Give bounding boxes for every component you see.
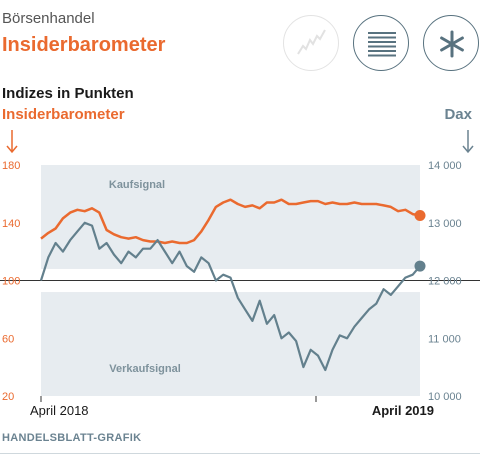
- list-icon: [368, 32, 396, 57]
- sell-zone: [41, 292, 420, 396]
- dual-axis-line-chart: Kaufsignal Verkaufsignal 20 60 100 140 180 10 0…: [0, 130, 480, 418]
- right-tick-label: 13 000: [428, 218, 462, 230]
- left-tick-label: 140: [2, 218, 20, 230]
- section-kicker: Börsenhandel: [2, 10, 95, 27]
- sell-zone-label: Verkaufsignal: [109, 363, 181, 375]
- source-credit: HANDELSBLATT-GRAFIK: [2, 432, 142, 444]
- right-tick-label: 10 000: [428, 391, 462, 403]
- insiderbarometer-line: [40, 198, 421, 245]
- right-tick-label: 14 000: [428, 160, 462, 172]
- page-title: Insiderbarometer: [2, 34, 166, 56]
- left-tick-label: 20: [2, 391, 14, 403]
- units-label: Indizes in Punkten: [2, 85, 134, 102]
- right-tick-label: 11 000: [428, 333, 461, 345]
- right-tick-label: 12 000: [428, 276, 462, 288]
- left-tick-label: 60: [2, 333, 14, 345]
- buy-zone-label: Kaufsignal: [109, 179, 165, 191]
- asterisk-icon: [440, 30, 464, 58]
- x-tick-label-start: April 2018: [30, 403, 89, 418]
- x-tick-label-end: April 2019: [372, 403, 434, 418]
- left-tick-label: 180: [2, 160, 20, 172]
- dax-end-dot: [414, 260, 426, 272]
- right-axis-title: Dax: [444, 106, 472, 123]
- info-button[interactable]: [423, 15, 479, 71]
- line-chart-view-button[interactable]: [283, 15, 339, 71]
- insiderbarometer-end-dot: [414, 210, 426, 222]
- line-chart-icon: [297, 29, 326, 55]
- left-axis-title: Insiderbarometer: [2, 106, 125, 123]
- left-tick-label: 100: [2, 276, 20, 288]
- left-axis-arrow-icon: [6, 130, 18, 154]
- bottom-divider: [0, 453, 480, 454]
- table-view-button[interactable]: [353, 15, 409, 71]
- buy-zone: [41, 165, 420, 269]
- dax-line: [39, 221, 421, 372]
- right-axis-arrow-icon: [462, 130, 474, 154]
